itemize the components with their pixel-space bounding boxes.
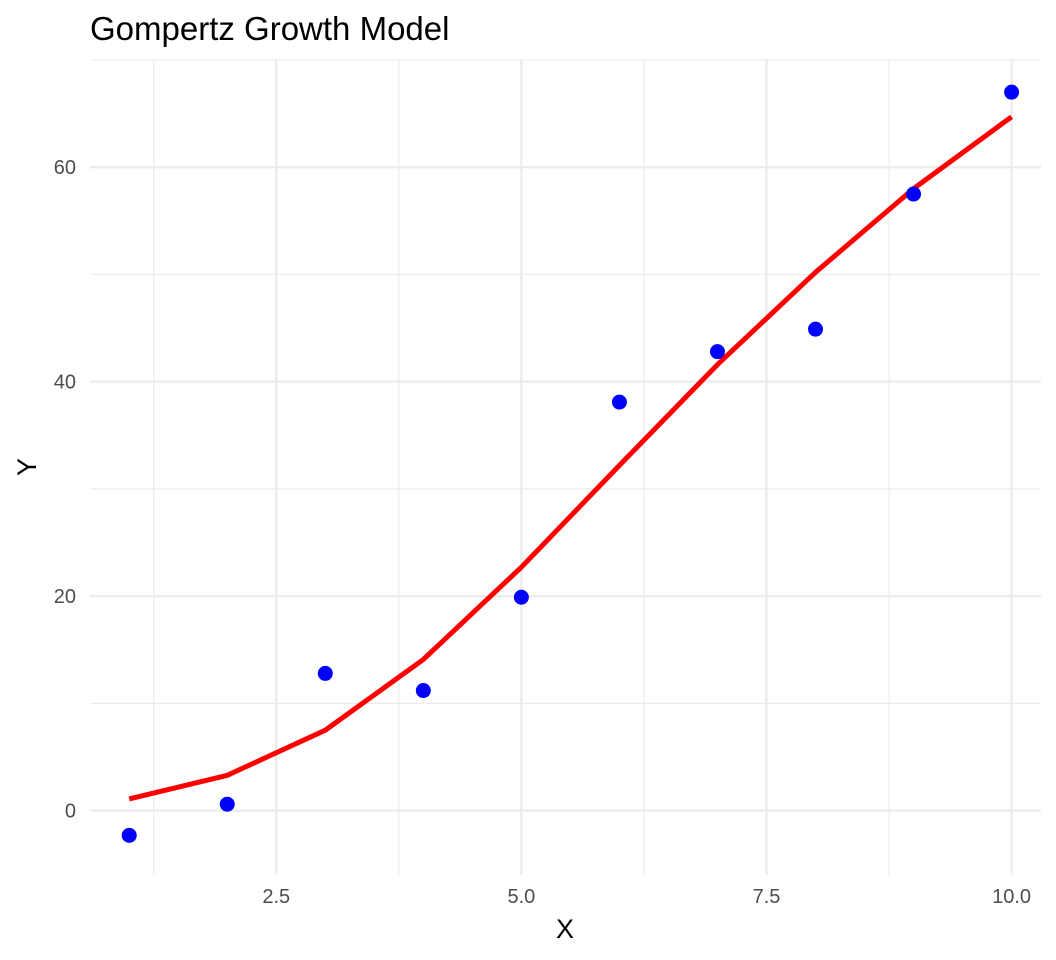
data-point xyxy=(121,827,137,843)
data-point xyxy=(513,589,529,605)
x-axis-title: X xyxy=(556,914,574,944)
fitted-curve-line xyxy=(128,114,1014,802)
minor-horizontal-gridlines xyxy=(90,59,1041,704)
y-tick-label: 60 xyxy=(54,157,76,179)
major-horizontal-gridlines xyxy=(90,166,1041,812)
x-tick-label: 10.0 xyxy=(992,886,1031,908)
data-point xyxy=(219,796,235,812)
y-tick-label: 40 xyxy=(54,372,76,394)
series-layer xyxy=(121,84,1020,843)
x-tick-label: 2.5 xyxy=(262,886,290,908)
data-point xyxy=(709,344,725,360)
data-point xyxy=(611,394,627,410)
data-point xyxy=(1004,84,1020,100)
y-tick-label: 0 xyxy=(65,801,76,823)
data-point xyxy=(808,321,824,337)
data-point xyxy=(415,683,431,699)
y-axis-tick-labels: 0 20 40 60 xyxy=(54,157,76,822)
major-vertical-gridlines xyxy=(275,60,1013,875)
data-point xyxy=(317,665,333,681)
minor-vertical-gridlines xyxy=(153,60,890,875)
x-axis-tick-labels: 2.5 5.0 7.5 10.0 xyxy=(262,886,1031,908)
x-tick-label: 7.5 xyxy=(753,886,781,908)
chart-title: Gompertz Growth Model xyxy=(90,10,449,47)
x-tick-label: 5.0 xyxy=(507,886,535,908)
data-point xyxy=(906,186,922,202)
y-tick-label: 20 xyxy=(54,586,76,608)
y-axis-title: Y xyxy=(12,458,42,476)
